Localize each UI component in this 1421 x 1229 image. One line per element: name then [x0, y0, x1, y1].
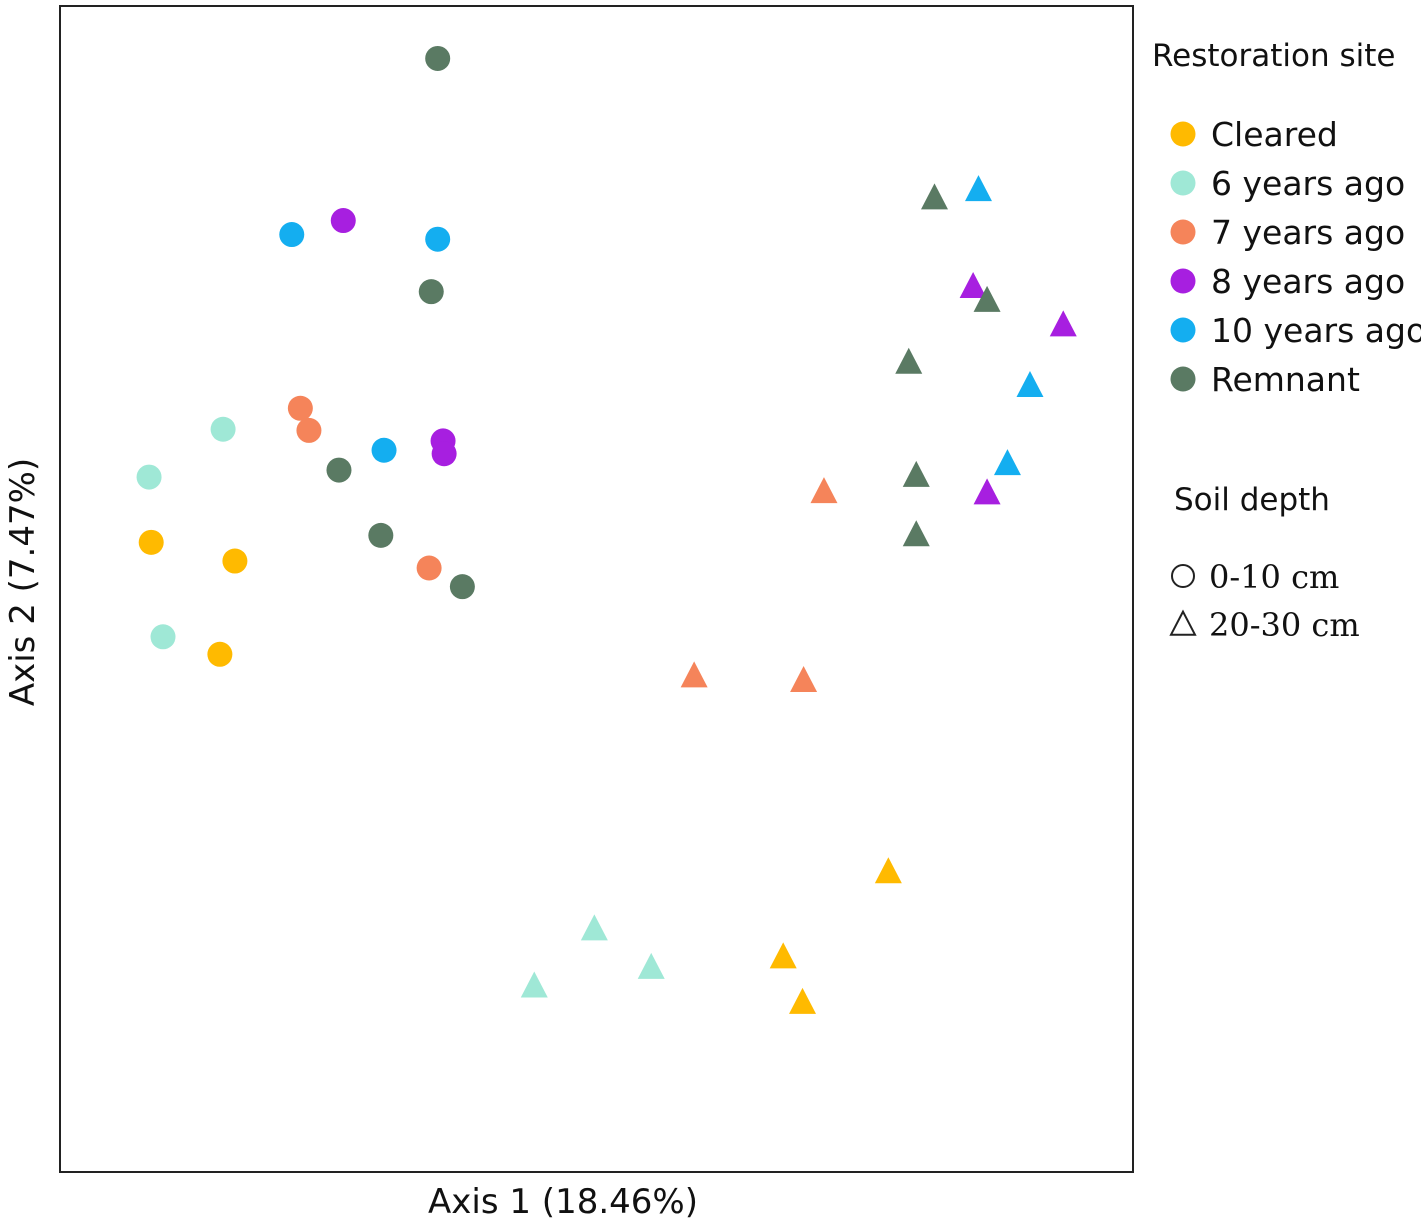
- shape-legend-title: Soil depth: [1174, 482, 1330, 518]
- legend-color-label: 8 years ago: [1211, 262, 1405, 301]
- legend: Restoration site Cleared 6 years ago 7 yea…: [1152, 38, 1421, 644]
- circle-point: [326, 457, 352, 483]
- circle-point: [449, 574, 475, 600]
- x-axis-label: Axis 1 (18.46%): [428, 1182, 698, 1222]
- circle-point: [287, 395, 313, 421]
- circle-point: [418, 279, 444, 305]
- circle-point: [207, 641, 233, 667]
- triangle-point: [1016, 371, 1044, 398]
- circle-point: [222, 548, 248, 574]
- triangle-point: [790, 666, 818, 693]
- legend-shape-label: 0-10 cm: [1209, 558, 1339, 596]
- legend-color-label: 7 years ago: [1211, 213, 1405, 252]
- legend-color-label: 6 years ago: [1211, 164, 1405, 203]
- legend-color-marker: [1170, 219, 1196, 245]
- legend-color-marker: [1170, 366, 1196, 392]
- legend-color-marker: [1170, 268, 1196, 294]
- triangle-point: [993, 449, 1021, 476]
- legend-color-label: Remnant: [1211, 360, 1360, 399]
- plot-frame: [59, 5, 1134, 1173]
- circle-point: [150, 624, 176, 650]
- circle-point: [416, 555, 442, 581]
- circle-point: [425, 226, 451, 252]
- data-points: [136, 45, 1077, 1014]
- triangle-point: [902, 460, 930, 487]
- circle-point: [210, 416, 236, 442]
- circle-point: [431, 441, 457, 467]
- triangle-point: [1049, 310, 1077, 337]
- legend-shape-label: 20-30 cm: [1209, 606, 1360, 644]
- triangle-point: [769, 942, 797, 969]
- legend-triangle-marker: [1169, 609, 1197, 636]
- triangle-point: [902, 520, 930, 547]
- color-legend-entries: Cleared 6 years ago 7 years ago 8 years ago…: [1170, 115, 1421, 399]
- color-legend-title: Restoration site: [1152, 38, 1395, 74]
- triangle-point: [580, 914, 608, 941]
- triangle-point: [874, 857, 902, 884]
- triangle-point: [637, 952, 665, 979]
- circle-point: [279, 222, 305, 248]
- triangle-point: [920, 183, 948, 210]
- triangle-point: [520, 971, 548, 998]
- legend-circle-marker: [1171, 564, 1195, 588]
- circle-point: [136, 464, 162, 490]
- triangle-point: [973, 478, 1001, 505]
- circle-point: [296, 417, 322, 443]
- legend-color-marker: [1170, 121, 1196, 147]
- triangle-point: [789, 987, 817, 1014]
- triangle-point: [964, 175, 992, 202]
- circle-point: [371, 437, 397, 463]
- legend-color-marker: [1170, 170, 1196, 196]
- circle-point: [425, 45, 451, 71]
- circle-point: [368, 522, 394, 548]
- triangle-point: [959, 271, 987, 298]
- legend-color-label: 10 years ago: [1211, 311, 1421, 350]
- legend-color-marker: [1170, 317, 1196, 343]
- legend-color-label: Cleared: [1211, 115, 1338, 154]
- triangle-point: [680, 661, 708, 688]
- circle-point: [138, 529, 164, 555]
- circle-point: [330, 208, 356, 234]
- shape-legend-entries: 0-10 cm 20-30 cm: [1169, 558, 1360, 644]
- y-axis-label: Axis 2 (7.47%): [3, 458, 43, 706]
- triangle-point: [810, 477, 838, 504]
- triangle-point: [895, 347, 923, 374]
- triangle-point: [973, 285, 1001, 312]
